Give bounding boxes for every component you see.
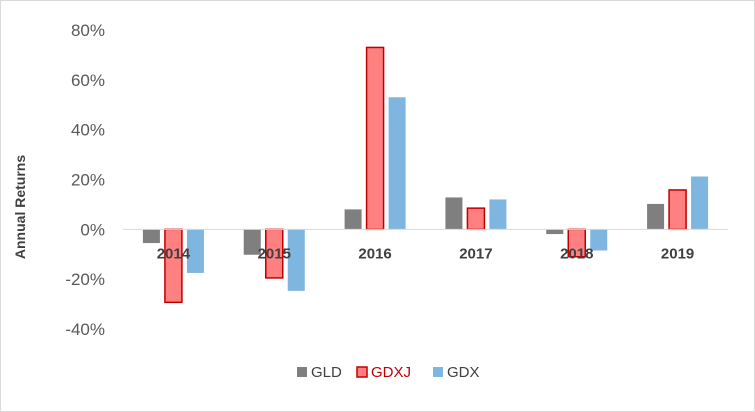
y-tick-label: -20% — [65, 270, 105, 289]
x-category-label: 2017 — [459, 245, 492, 262]
bar-gdx-2015 — [287, 229, 305, 291]
x-category-label: 2019 — [661, 245, 694, 262]
bar-gdx-2018 — [590, 229, 608, 251]
legend-label-gdxj: GDXJ — [371, 364, 411, 381]
bar-gld-2015 — [243, 229, 261, 255]
bar-gdx-2019 — [691, 176, 709, 230]
x-category-label: 2015 — [258, 245, 291, 262]
bar-gld-2018 — [546, 229, 564, 235]
bar-gld-2017 — [445, 197, 463, 230]
bar-gdxj-2019 — [668, 189, 687, 231]
legend-swatch-gld — [297, 367, 307, 377]
bar-gld-2019 — [647, 203, 665, 230]
bar-gdx-2016 — [388, 97, 406, 230]
legend-label-gdx: GDX — [447, 364, 480, 381]
y-tick-label: 20% — [71, 171, 105, 190]
y-tick-label: 40% — [71, 121, 105, 140]
x-category-label: 2014 — [157, 245, 191, 262]
bar-gdx-2014 — [186, 229, 204, 273]
category-labels: 2014 2015 2016 2017 2018 2019 — [157, 245, 695, 262]
bar-gld-2014 — [142, 229, 160, 244]
x-category-label: 2016 — [358, 245, 391, 262]
bar-gld-2016 — [344, 209, 362, 230]
legend: GLD GDXJ GDX — [297, 364, 480, 381]
y-tick-label: 80% — [71, 21, 105, 40]
bars — [142, 46, 709, 304]
bar-gdxj-2017 — [466, 207, 486, 231]
y-axis-label: Annual Returns — [12, 155, 28, 259]
legend-label-gld: GLD — [311, 364, 342, 381]
y-axis-ticks: -40% -20% 0% 20% 40% 60% 80% — [65, 21, 105, 339]
bar-gdx-2017 — [489, 199, 507, 230]
x-category-label: 2018 — [560, 245, 593, 262]
legend-swatch-gdx — [433, 367, 443, 377]
bar-gdxj-2014 — [164, 228, 183, 304]
y-tick-label: 0% — [80, 220, 105, 239]
bar-gdxj-2016 — [365, 46, 385, 231]
legend-swatch-gdxj — [356, 366, 368, 378]
y-tick-label: -40% — [65, 320, 105, 339]
y-tick-label: 60% — [71, 71, 105, 90]
